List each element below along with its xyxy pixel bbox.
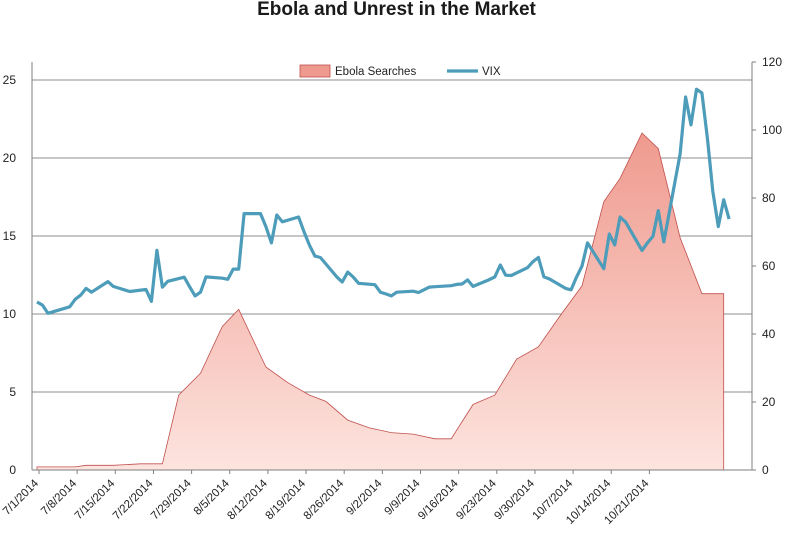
x-tick-label: 9/16/2014 — [416, 477, 461, 522]
y-right-tick-label: 40 — [762, 327, 776, 341]
x-tick-label: 8/26/2014 — [302, 477, 347, 522]
x-tick-label: 7/29/2014 — [149, 477, 194, 522]
x-tick-label: 8/19/2014 — [264, 477, 309, 522]
x-tick-label: 9/2/2014 — [344, 477, 385, 518]
legend-label-vix: VIX — [482, 66, 501, 78]
y-right-tick-label: 20 — [762, 395, 776, 409]
y-left-tick-label: 25 — [3, 73, 17, 87]
y-left-tick-label: 5 — [9, 385, 16, 399]
y-right-tick-label: 120 — [762, 55, 782, 69]
y-right-tick-label: 60 — [762, 259, 776, 273]
y-left-tick-label: 10 — [3, 307, 17, 321]
y-left-tick-label: 15 — [3, 229, 17, 243]
x-tick-label: 9/23/2014 — [454, 477, 499, 522]
y-left-tick-label: 0 — [9, 463, 16, 477]
x-tick-label: 7/15/2014 — [73, 477, 118, 522]
x-tick-label: 8/12/2014 — [225, 477, 270, 522]
y-right-tick-label: 100 — [762, 123, 782, 137]
x-tick-label: 7/22/2014 — [111, 477, 156, 522]
y-right-tick-label: 0 — [762, 463, 769, 477]
legend-label-ebola: Ebola Searches — [335, 66, 416, 78]
ebola-searches-area — [36, 132, 725, 471]
y-right-tick-label: 80 — [762, 191, 776, 205]
x-tick-label: 7/1/2014 — [1, 477, 42, 518]
y-left-tick-label: 20 — [3, 151, 17, 165]
chart-title: Ebola and Unrest in the Market — [257, 0, 536, 20]
x-tick-label: 9/30/2014 — [492, 477, 537, 522]
legend: Ebola Searches VIX — [299, 64, 501, 78]
legend-swatch-ebola — [299, 64, 331, 78]
vix-line — [36, 87, 731, 315]
